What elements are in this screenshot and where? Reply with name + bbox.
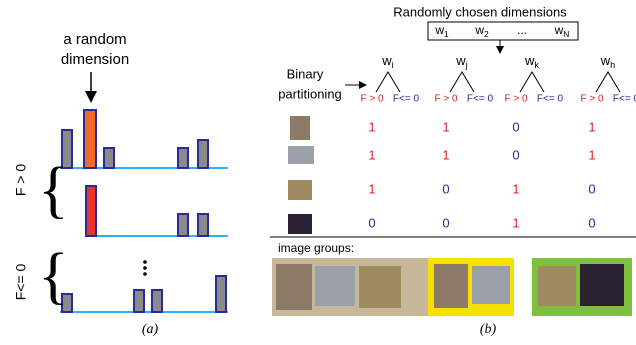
bit: 0 xyxy=(512,119,519,134)
bar xyxy=(84,110,96,168)
title-line: a random xyxy=(63,31,126,48)
dimension: wk xyxy=(524,53,539,70)
bar xyxy=(178,148,188,168)
dim-sub: h xyxy=(610,60,615,70)
split-branch xyxy=(520,72,544,92)
bar xyxy=(86,186,96,236)
caption: (a) xyxy=(142,322,159,337)
bars xyxy=(60,110,228,312)
dim-base: w xyxy=(524,53,535,68)
bit: 0 xyxy=(442,181,449,196)
thumbnail xyxy=(315,266,355,306)
bar xyxy=(198,214,208,236)
dim-sub: i xyxy=(392,60,394,70)
bit: 0 xyxy=(368,215,375,230)
dimension: wj xyxy=(455,53,467,70)
dimension: w1 xyxy=(434,23,449,39)
dimension: ... xyxy=(517,23,527,37)
dim-base: w xyxy=(455,53,466,68)
branch-neg: F<= 0 xyxy=(467,94,494,105)
branch-pos: F > 0 xyxy=(434,94,458,105)
thumbnail xyxy=(434,264,468,308)
brace: { xyxy=(38,154,69,225)
branch-neg: F<= 0 xyxy=(613,94,636,105)
bit: 1 xyxy=(368,119,375,134)
dim-sub: k xyxy=(534,60,539,70)
thumbnail xyxy=(288,214,312,234)
split-branch xyxy=(450,72,474,92)
row-label: Binary xyxy=(287,66,324,81)
group-label: F > 0 xyxy=(13,164,29,197)
dimension: wh xyxy=(600,53,615,70)
dim-base: w xyxy=(554,23,564,37)
caption: (b) xyxy=(480,322,497,337)
bit: 1 xyxy=(368,181,375,196)
dim-sub: N xyxy=(563,29,569,39)
dim-base: w xyxy=(600,53,611,68)
bit: 1 xyxy=(442,119,449,134)
brace: { xyxy=(38,240,69,311)
dim-base: w xyxy=(474,23,484,37)
bit: 0 xyxy=(588,181,595,196)
bit: 1 xyxy=(442,147,449,162)
dimension: wi xyxy=(381,53,393,70)
branch-neg: F<= 0 xyxy=(393,94,420,105)
thumbnail xyxy=(538,266,576,306)
bit: 1 xyxy=(512,181,519,196)
bar xyxy=(152,290,162,312)
row-label: partitioning xyxy=(278,86,342,101)
dim-sub: 2 xyxy=(484,29,489,39)
dim-base: ... xyxy=(517,23,527,37)
bit: 1 xyxy=(588,147,595,162)
ellipsis xyxy=(143,260,147,276)
figure: a random dimension { { F > 0 F<= 0 (a) R… xyxy=(0,0,636,345)
dim-base: w xyxy=(434,23,444,37)
title-line: dimension xyxy=(61,51,129,68)
branch-neg: F<= 0 xyxy=(537,94,564,105)
dimension: w2 xyxy=(474,23,489,39)
header: Randomly chosen dimensions xyxy=(393,4,567,19)
branch-pos: F > 0 xyxy=(360,94,384,105)
group-label: F<= 0 xyxy=(13,264,29,301)
bit: 1 xyxy=(588,119,595,134)
bar xyxy=(178,214,188,236)
groups-label: image groups: xyxy=(278,241,354,255)
bit: 0 xyxy=(588,215,595,230)
thumbnail xyxy=(580,264,624,306)
row-thumbnails xyxy=(288,116,314,234)
dim-sub: 1 xyxy=(444,29,449,39)
branch-pos: F > 0 xyxy=(504,94,528,105)
bar xyxy=(198,140,208,168)
thumbnail xyxy=(288,146,314,164)
split-branch xyxy=(376,72,400,92)
split-branch xyxy=(596,72,620,92)
bit: 0 xyxy=(442,215,449,230)
thumbnail xyxy=(359,266,401,308)
thumbnail xyxy=(288,180,312,200)
bit: 1 xyxy=(512,215,519,230)
dim-sub: j xyxy=(465,60,468,70)
thumbnail xyxy=(472,266,510,304)
thumbnail xyxy=(276,264,312,310)
dimension: wN xyxy=(554,23,570,39)
bit: 1 xyxy=(368,147,375,162)
dim-base: w xyxy=(381,53,392,68)
bit: 0 xyxy=(512,147,519,162)
branch-pos: F > 0 xyxy=(580,94,604,105)
bar xyxy=(216,276,226,312)
thumbnail xyxy=(290,116,310,140)
bar xyxy=(134,290,144,312)
bar xyxy=(104,148,114,168)
